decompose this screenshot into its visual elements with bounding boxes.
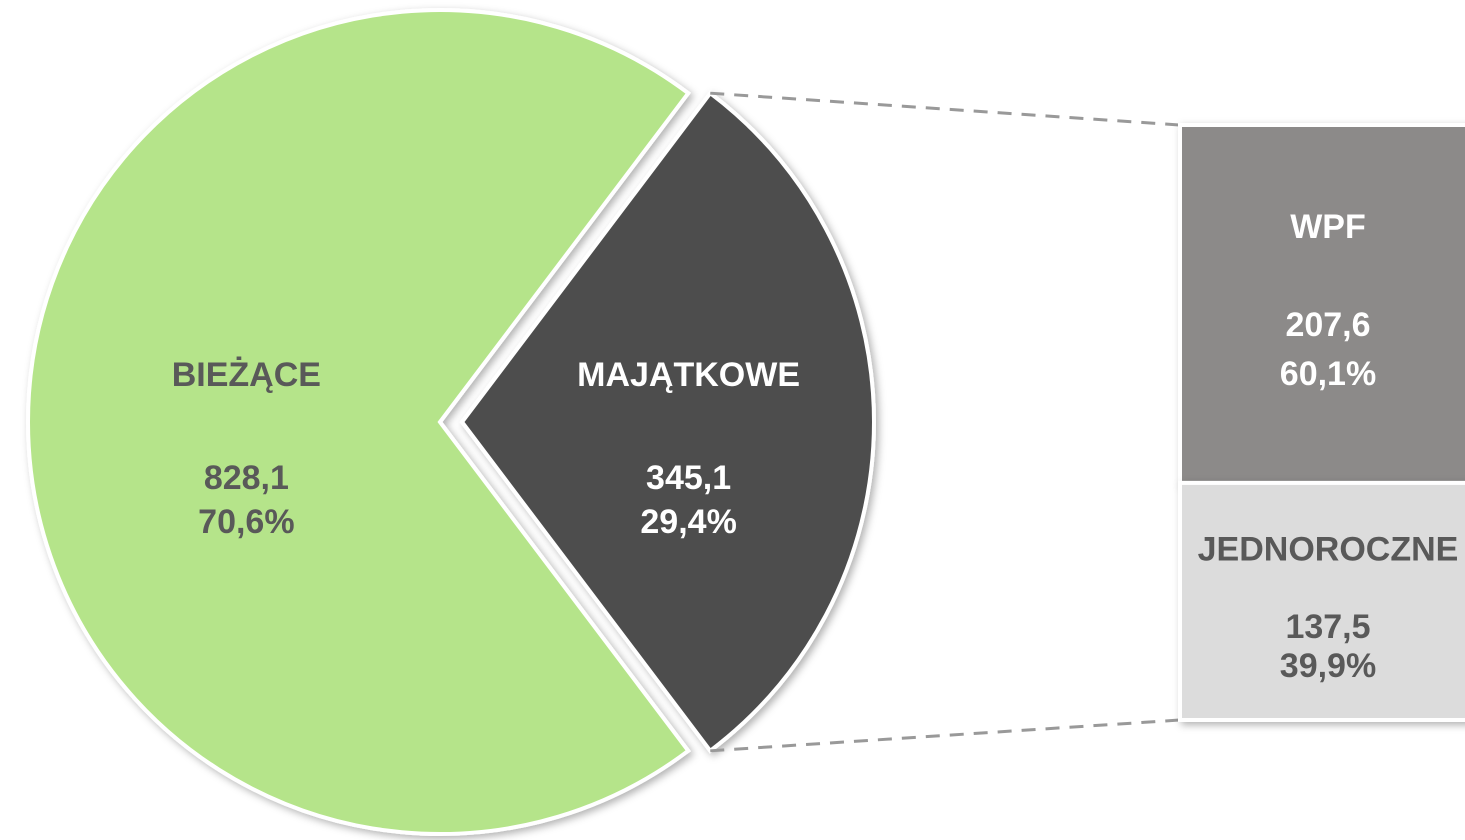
slice-value: 828,1 xyxy=(204,459,289,497)
bar-value: 137,5 xyxy=(1285,608,1370,646)
connector-line xyxy=(710,91,1181,127)
slice-percent: 70,6% xyxy=(198,503,294,541)
connector-line xyxy=(710,718,1181,753)
bar-segment xyxy=(1178,123,1465,485)
bar-value: 207,6 xyxy=(1285,306,1370,344)
bar-percent: 39,9% xyxy=(1280,647,1376,685)
slice-label: MAJĄTKOWE xyxy=(577,356,800,394)
slice-percent: 29,4% xyxy=(640,503,736,541)
bar-label: WPF xyxy=(1290,208,1366,246)
bar-segment xyxy=(1178,480,1465,722)
slice-value: 345,1 xyxy=(646,459,731,497)
bar-percent: 60,1% xyxy=(1280,355,1376,393)
bar-label: JEDNOROCZNE xyxy=(1198,531,1459,569)
pie-slice xyxy=(459,90,876,754)
slice-label: BIEŻĄCE xyxy=(172,356,321,394)
pie-slice xyxy=(26,8,692,836)
